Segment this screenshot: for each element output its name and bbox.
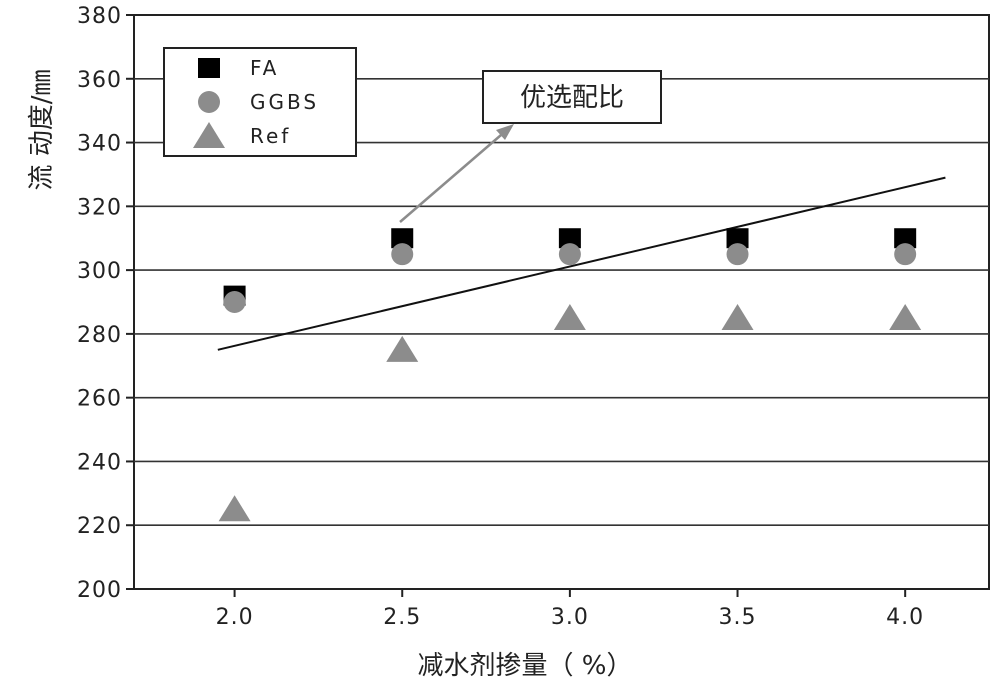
x-tick-label: 2.0 xyxy=(216,605,254,630)
y-tick-label: 280 xyxy=(77,323,122,348)
annotation-arrow xyxy=(399,128,509,223)
x-axis: 2.0 2.5 3.0 3.5 4.0 xyxy=(216,589,924,630)
data-point-fa xyxy=(894,228,917,249)
data-point-ggbs xyxy=(894,243,917,266)
legend-marker-ggbs xyxy=(198,91,220,113)
x-tick-label: 2.5 xyxy=(383,605,421,630)
y-tick-label: 320 xyxy=(77,195,122,220)
legend-marker-ref xyxy=(193,122,225,148)
x-tick-label: 3.0 xyxy=(551,605,589,630)
trendline xyxy=(217,176,946,351)
legend-marker-fa xyxy=(198,58,220,78)
y-tick-label: 220 xyxy=(77,514,122,539)
x-axis-title: 减水剂掺量（ %） xyxy=(418,651,633,681)
data-point-ggbs xyxy=(726,243,749,266)
x-tick-label: 3.5 xyxy=(719,605,757,630)
data-marks xyxy=(218,228,922,522)
data-point-ggbs xyxy=(223,291,246,313)
data-point-ref xyxy=(218,495,251,522)
legend: FA GGBS Ref xyxy=(163,47,357,157)
legend-box xyxy=(163,47,357,157)
data-point-ggbs xyxy=(558,243,581,266)
annotation-box xyxy=(482,70,662,124)
annotation: 优选配比 xyxy=(399,70,662,223)
data-point-ref xyxy=(721,303,754,330)
y-tick-label: 340 xyxy=(77,132,122,157)
trendline-group xyxy=(217,176,946,351)
annotation-label: 优选配比 xyxy=(520,83,624,113)
y-tick-label: 240 xyxy=(77,450,122,475)
annotation-arrowhead xyxy=(496,124,514,140)
data-point-fa xyxy=(391,228,414,249)
y-axis: 200 220 240 260 280 300 320 340 360 380 xyxy=(77,4,134,603)
y-tick-label: 360 xyxy=(77,68,122,93)
y-tick-label: 300 xyxy=(77,259,122,284)
y-tick-label: 200 xyxy=(77,578,122,603)
x-tick-label: 4.0 xyxy=(886,605,924,630)
data-point-ref xyxy=(553,303,586,330)
data-point-fa xyxy=(726,228,749,249)
legend-label-ref: Ref xyxy=(250,124,291,148)
data-point-ggbs xyxy=(391,243,414,266)
data-point-ref xyxy=(889,303,922,330)
legend-label-fa: FA xyxy=(250,56,279,80)
data-point-fa xyxy=(558,228,581,249)
y-tick-label: 260 xyxy=(77,387,122,412)
grid xyxy=(134,77,989,527)
data-point-ref xyxy=(386,335,419,362)
y-axis-title: 流 动度/㎜ xyxy=(27,69,57,190)
legend-label-ggbs: GGBS xyxy=(250,90,319,114)
y-tick-label: 380 xyxy=(77,4,122,29)
